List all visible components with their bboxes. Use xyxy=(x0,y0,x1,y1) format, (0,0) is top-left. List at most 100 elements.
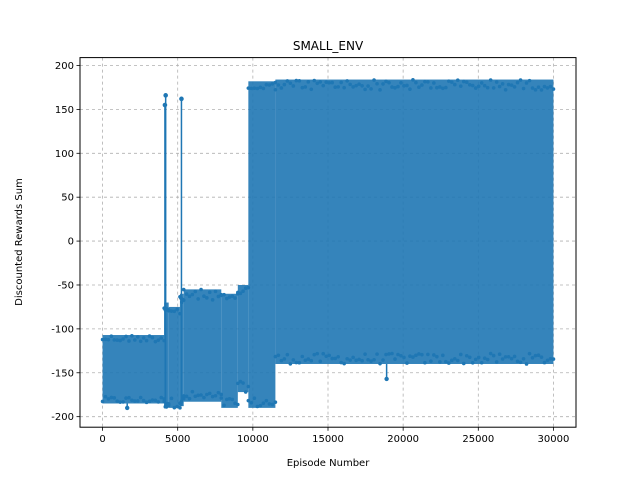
data-point xyxy=(233,296,237,300)
data-point xyxy=(138,395,143,400)
x-tick-label: 30000 xyxy=(538,434,570,445)
data-point xyxy=(452,356,457,361)
data-point xyxy=(219,292,224,297)
data-point xyxy=(408,354,412,358)
data-point xyxy=(384,79,388,84)
data-point xyxy=(115,338,120,342)
data-point xyxy=(282,357,287,361)
data-point xyxy=(449,358,454,363)
x-tick-label: 25000 xyxy=(462,434,494,445)
data-point xyxy=(512,354,517,359)
data-point xyxy=(363,352,367,356)
data-point xyxy=(500,357,505,361)
data-point xyxy=(166,308,171,313)
data-point xyxy=(476,355,481,360)
data-point xyxy=(497,352,502,357)
data-point xyxy=(163,93,168,98)
data-point xyxy=(342,85,346,90)
data-point xyxy=(100,399,105,404)
data-point xyxy=(210,394,215,399)
data-point xyxy=(429,86,433,90)
data-point xyxy=(339,360,343,365)
data-point xyxy=(375,352,379,356)
data-point xyxy=(485,85,490,90)
data-point xyxy=(470,83,475,88)
data-point xyxy=(399,80,403,85)
data-point xyxy=(488,351,493,356)
data-point xyxy=(213,393,218,398)
data-point xyxy=(297,79,302,83)
data-point xyxy=(348,82,352,87)
data-point xyxy=(444,359,448,364)
data-point xyxy=(378,361,382,366)
data-point xyxy=(166,402,171,406)
data-point xyxy=(327,80,332,85)
data-point xyxy=(339,80,343,85)
data-point xyxy=(112,338,117,342)
data-point xyxy=(491,353,496,358)
data-point xyxy=(252,86,257,91)
data-point xyxy=(258,85,263,90)
y-tick-label: 100 xyxy=(55,149,74,160)
data-point xyxy=(330,80,335,85)
data-point xyxy=(426,352,430,357)
data-point xyxy=(530,86,535,90)
data-point xyxy=(236,402,240,407)
data-point xyxy=(405,83,409,88)
data-point xyxy=(227,295,232,299)
data-point xyxy=(432,353,436,357)
x-tick-label: 15000 xyxy=(312,434,344,445)
data-point xyxy=(315,81,320,86)
data-point xyxy=(458,352,463,357)
data-point xyxy=(202,395,206,400)
data-point xyxy=(417,352,421,356)
data-point xyxy=(417,85,421,90)
data-point xyxy=(184,394,189,399)
data-point xyxy=(509,356,514,361)
data-point xyxy=(227,397,232,401)
data-point xyxy=(150,335,155,340)
data-point xyxy=(447,79,451,83)
series-line xyxy=(100,78,556,411)
data-point xyxy=(482,356,487,360)
data-point xyxy=(426,80,430,84)
data-point xyxy=(303,358,308,363)
data-point xyxy=(411,355,415,359)
data-point xyxy=(106,337,111,342)
data-point xyxy=(255,86,260,91)
data-point xyxy=(222,403,226,408)
data-point xyxy=(458,84,463,88)
data-point xyxy=(473,357,478,362)
data-point xyxy=(127,395,131,400)
data-point xyxy=(521,86,526,91)
data-point xyxy=(233,401,237,406)
data-point xyxy=(267,83,272,87)
data-point xyxy=(479,81,484,85)
data-point xyxy=(135,399,140,403)
data-point xyxy=(503,355,508,359)
data-point xyxy=(199,287,203,292)
data-point xyxy=(147,399,152,404)
data-point xyxy=(291,358,296,362)
data-point xyxy=(396,84,400,89)
data-point xyxy=(402,355,406,360)
y-tick-label: 200 xyxy=(55,61,74,72)
data-point xyxy=(372,78,376,82)
data-point xyxy=(351,85,355,89)
data-point xyxy=(236,381,240,386)
data-point xyxy=(309,358,314,363)
data-band xyxy=(183,289,222,402)
data-point xyxy=(414,353,418,358)
data-point xyxy=(384,352,388,357)
data-point xyxy=(420,352,424,357)
data-point xyxy=(141,336,146,340)
data-point xyxy=(156,400,161,404)
data-point xyxy=(135,335,140,339)
data-point xyxy=(441,353,445,358)
data-point xyxy=(133,338,137,342)
data-point xyxy=(464,80,469,85)
data-point xyxy=(118,338,122,343)
data-point xyxy=(181,394,186,398)
data-point xyxy=(306,80,311,84)
data-point xyxy=(551,357,556,361)
